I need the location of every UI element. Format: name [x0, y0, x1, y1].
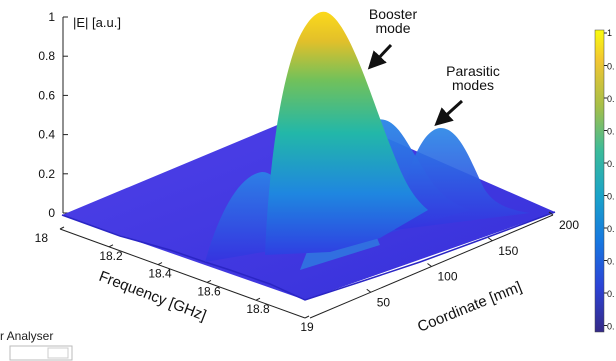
y-tick-label: 100	[438, 270, 458, 284]
footer-device-panel	[47, 347, 69, 359]
x-tick-label: 18.8	[246, 302, 270, 316]
annotation-parasitic-arrow	[434, 99, 464, 127]
y-tick-mark	[427, 263, 432, 267]
booster-mode-surface	[265, 11, 428, 255]
colorbar-tick-label: 0.	[607, 192, 615, 202]
colorbar-tick-label: 0.	[607, 257, 615, 267]
y-tick-mark	[366, 288, 372, 293]
y-axis-label: Coordinate [mm]	[415, 278, 524, 335]
surface-floor-front-edge	[61, 211, 556, 301]
x-tick-mark	[157, 262, 163, 266]
colorbar-tick-label: 0.	[607, 127, 615, 137]
x-tick-label: 18	[35, 231, 49, 245]
x-tick-mark	[59, 226, 65, 230]
z-tick-label: 0.6	[38, 88, 55, 102]
z-axis-label: |E| [a.u.]	[73, 15, 121, 30]
annotation-booster-arrow	[367, 43, 393, 70]
annotation-booster-mode-line2: mode	[375, 20, 410, 36]
colorbar	[594, 29, 605, 333]
z-tick-label: 0.4	[38, 128, 55, 142]
annotation-parasitic-modes-line1: Parasitic	[446, 63, 500, 79]
x-tick-mark	[206, 279, 212, 283]
colorbar-tick-label: 0.	[607, 159, 615, 169]
x-tick-label: 18.4	[148, 267, 172, 281]
x-tick-mark	[304, 315, 310, 319]
z-tick-label: 0	[48, 206, 55, 220]
z-tick-label: 1	[48, 10, 55, 24]
x-tick-mark	[255, 297, 261, 301]
y-tick-label: 200	[559, 218, 579, 232]
footer-fragment-text: r Analyser	[0, 329, 53, 343]
colorbar-tick-label: 0.	[607, 289, 615, 299]
colorbar-tick-label: 1	[607, 28, 612, 38]
colorbar-tick-label: 0.	[607, 94, 615, 104]
x-tick-mark	[108, 244, 114, 248]
colorbar-tick-label: 0.	[607, 224, 615, 234]
annotation-parasitic-modes-line2: modes	[452, 77, 494, 93]
z-tick-label: 0.8	[38, 49, 55, 63]
y-tick-mark	[487, 237, 493, 242]
annotation-booster-mode-line1: Booster	[369, 6, 418, 22]
x-tick-label: 18.6	[197, 284, 221, 298]
parasitic-mode-surface-2	[395, 127, 530, 230]
x-axis-line	[59, 228, 306, 319]
z-axis-ticks: 0 0.2 0.4 0.6 0.8 1	[38, 10, 68, 220]
y-axis-ticks: 50 100 150 200	[366, 211, 579, 309]
footer-device-sketch	[9, 345, 73, 361]
x-tick-label: 18.2	[99, 249, 123, 263]
colorbar-tick-label: 0.	[607, 322, 615, 332]
z-tick-label: 0.2	[38, 167, 55, 181]
colorbar-tick-label: 0.	[607, 62, 615, 72]
x-tick-label: 19	[300, 320, 314, 334]
colorbar-ticks: 1 0. 0. 0. 0. 0. 0. 0. 0. 0.	[604, 28, 615, 332]
x-axis-ticks: 18 18.2 18.4 18.6 18.8 19	[35, 226, 314, 334]
y-tick-label: 50	[377, 295, 391, 309]
y-tick-label: 150	[498, 244, 518, 258]
y-tick-mark	[548, 211, 554, 216]
